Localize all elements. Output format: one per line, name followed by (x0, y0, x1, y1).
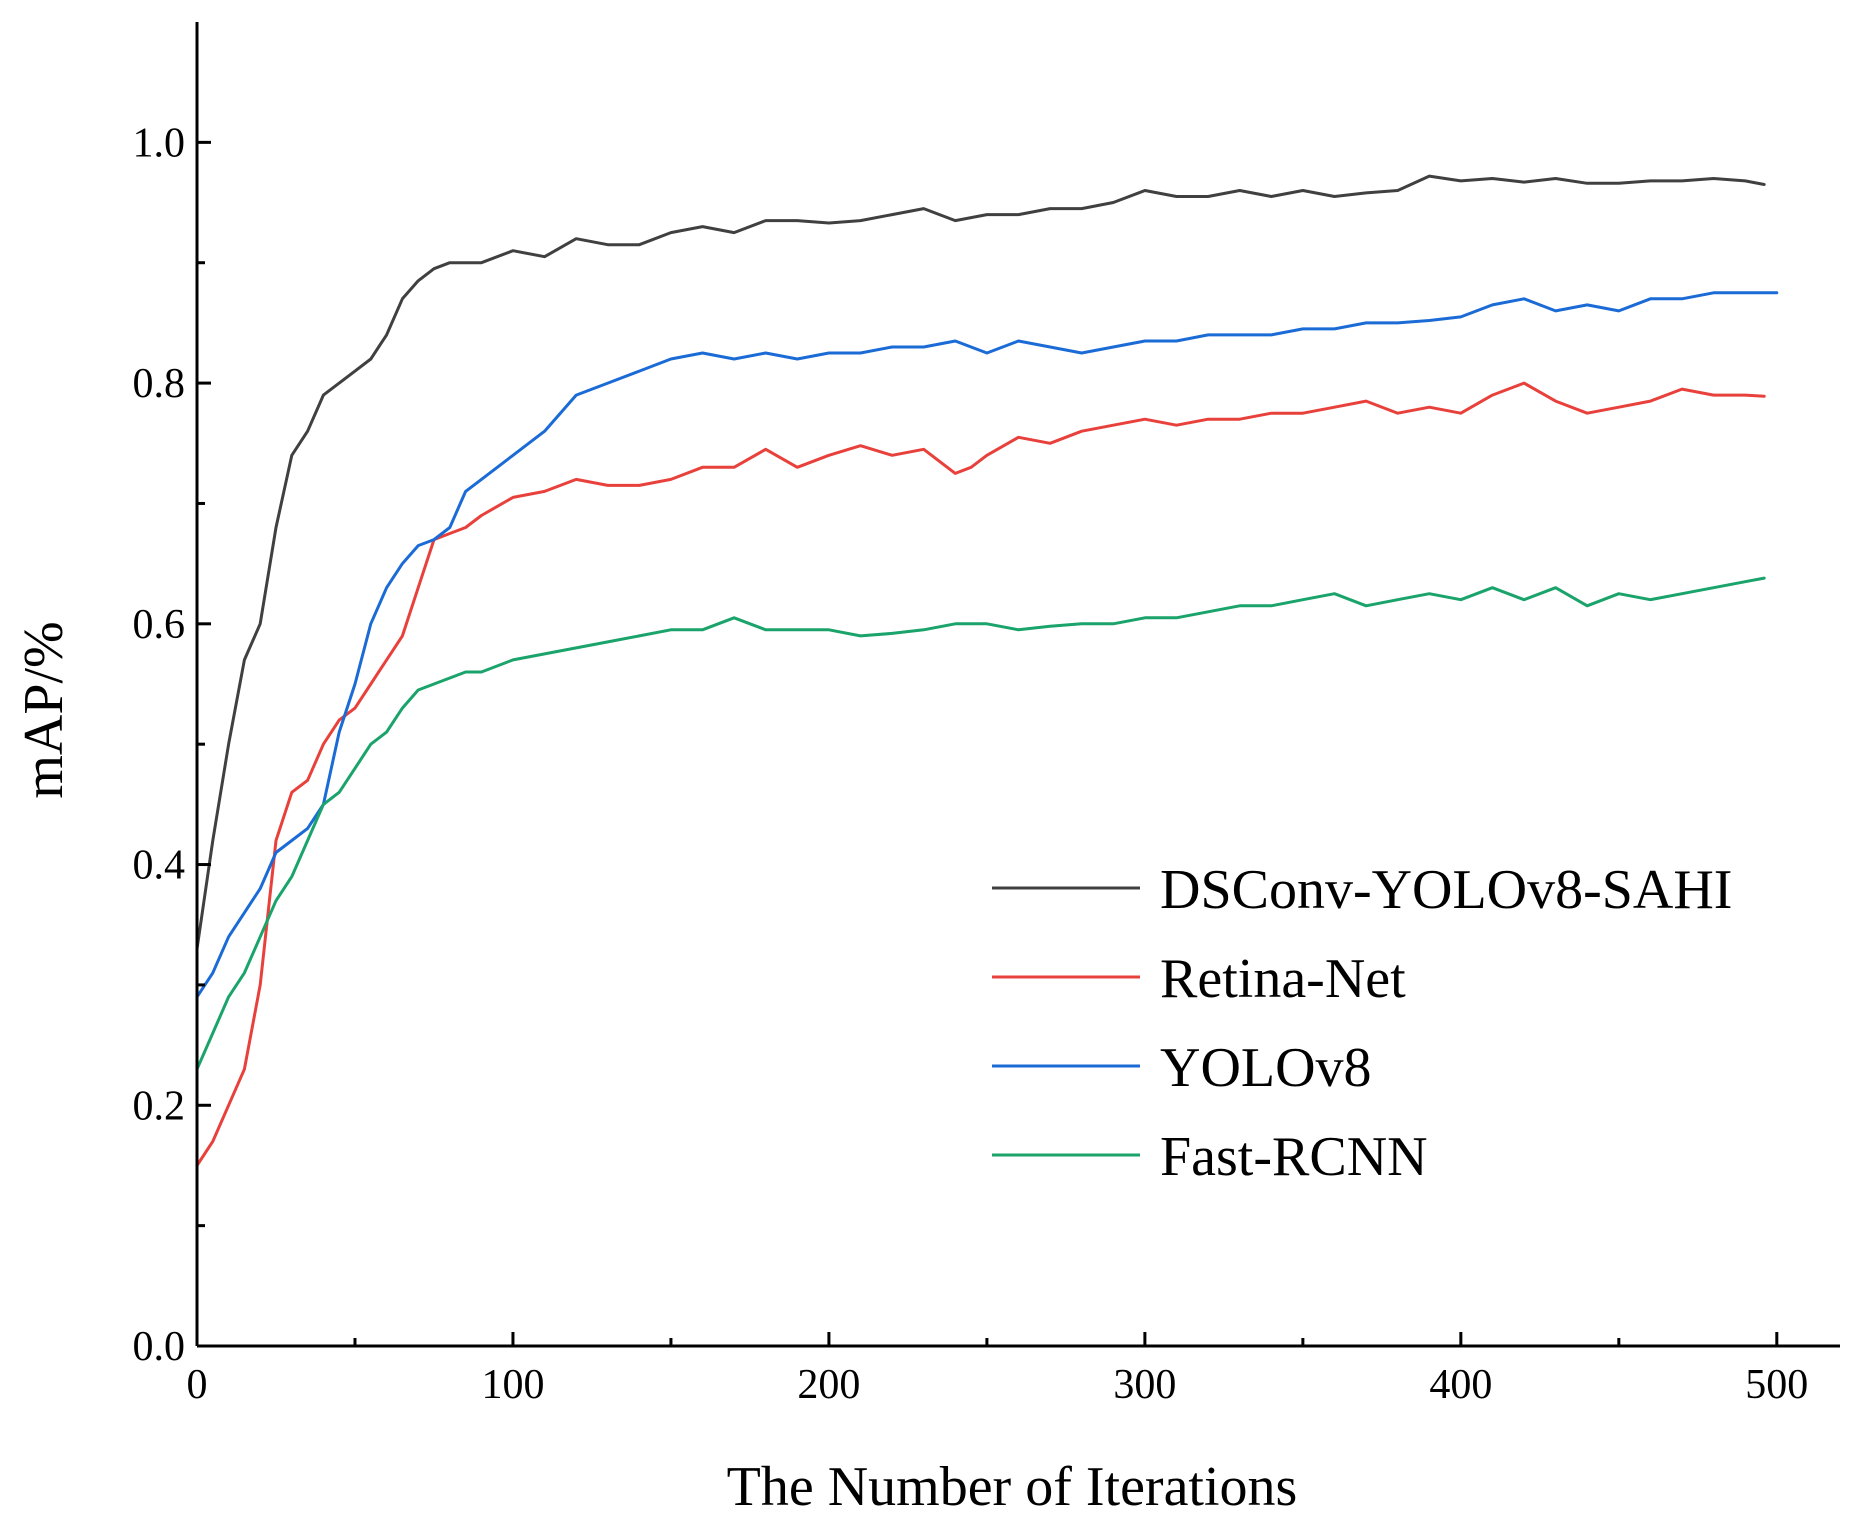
x-tick-label: 100 (481, 1362, 544, 1408)
y-tick-label: 1.0 (133, 120, 186, 166)
y-ticks: 0.0 0.2 0.4 0.6 0.8 1.0 (133, 120, 211, 1370)
x-tick-label: 0 (187, 1362, 208, 1408)
x-tick-label: 500 (1745, 1362, 1808, 1408)
y-axis-title: mAP/% (13, 621, 75, 798)
axes (195, 22, 1840, 1348)
legend-label-fast-rcnn: Fast-RCNN (1160, 1126, 1428, 1188)
y-tick-label: 0.0 (133, 1324, 186, 1370)
x-axis-title: The Number of Iterations (727, 1456, 1298, 1518)
y-tick-label: 0.6 (133, 602, 186, 648)
series-lines (195, 174, 1779, 1167)
series-line-dsconv-yolov8-sahi (195, 174, 1766, 951)
x-tick-label: 400 (1429, 1362, 1492, 1408)
series-line-yolov8 (195, 291, 1779, 999)
y-tick-label: 0.4 (133, 843, 186, 889)
legend-label-yolov8: YOLOv8 (1160, 1037, 1372, 1099)
legend-label-dsconv-yolov8-sahi: DSConv-YOLOv8-SAHI (1160, 859, 1732, 921)
legend: DSConv-YOLOv8-SAHI Retina-Net YOLOv8 Fast-R… (992, 859, 1732, 1188)
x-tick-label: 300 (1113, 1362, 1176, 1408)
series-line-fast-rcnn (195, 576, 1766, 1071)
x-tick-label: 200 (797, 1362, 860, 1408)
series-line-retina-net (195, 381, 1766, 1167)
y-tick-label: 0.2 (133, 1083, 186, 1129)
y-tick-label: 0.8 (133, 361, 186, 407)
x-ticks: 0 100 200 300 400 500 (187, 1332, 1808, 1408)
legend-label-retina-net: Retina-Net (1160, 948, 1406, 1010)
